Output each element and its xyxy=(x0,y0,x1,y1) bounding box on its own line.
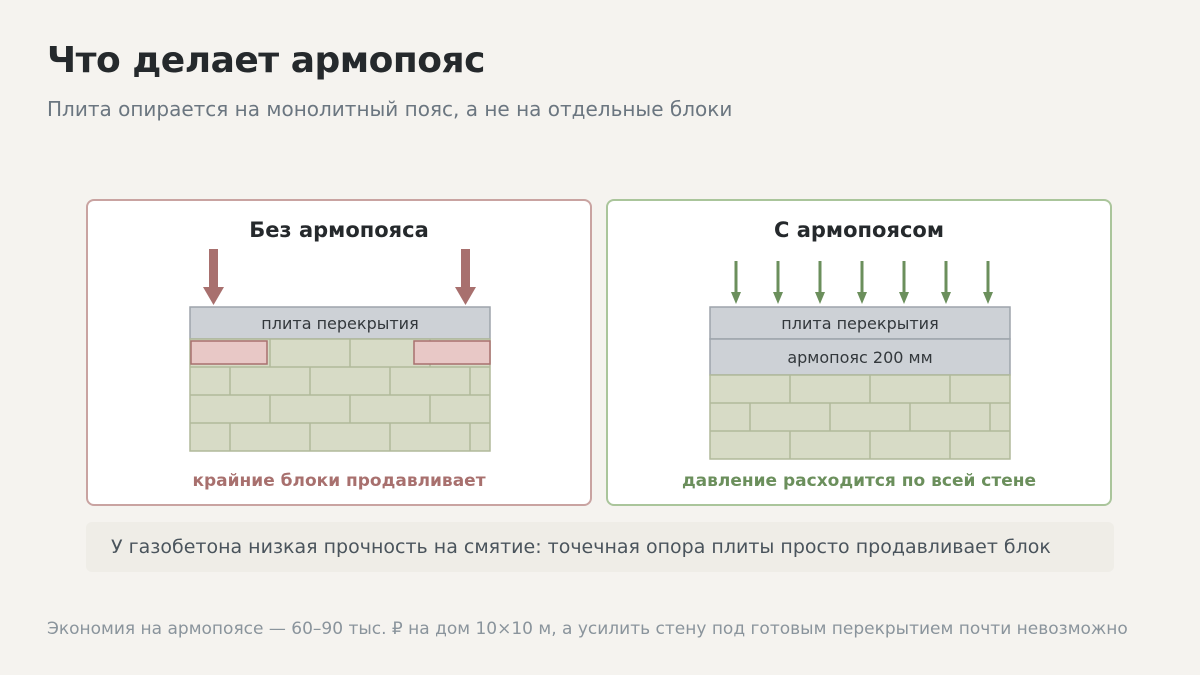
caption-without-belt: крайние блоки продавливает xyxy=(192,471,486,491)
crushed-block-left xyxy=(190,340,268,365)
slab-label: плита перекрытия xyxy=(781,314,938,333)
page-title: Что делает армопояс xyxy=(47,40,485,81)
caption-with-belt: давление расходится по всей стене xyxy=(681,471,1037,491)
panel-title-with-belt: С армопоясом xyxy=(774,218,944,242)
block-wall xyxy=(709,374,1011,460)
reinforcement-belt xyxy=(709,338,1011,376)
diagram-with-belt: плита перекрытия армопояс 200 мм xyxy=(709,261,1011,460)
info-note: У газобетона низкая прочность на смятие:… xyxy=(86,522,1114,572)
slab-label: плита перекрытия xyxy=(261,314,418,333)
load-arrow-left-icon xyxy=(203,249,224,305)
panel-without-belt: Без армопояса плита перекрытия xyxy=(86,199,592,506)
distributed-load-arrows-icon xyxy=(731,261,993,304)
block-wall xyxy=(189,338,491,452)
floor-slab xyxy=(189,306,491,340)
page-subtitle: Плита опирается на монолитный пояс, а не… xyxy=(47,97,733,121)
panel-with-belt: С армопоясом плита перекрытия армопояс 2… xyxy=(606,199,1112,506)
panel-title-without-belt: Без армопояса xyxy=(249,218,429,242)
diagram-without-belt: плита перекрытия xyxy=(189,249,491,452)
footer-text: Экономия на армопоясе — 60–90 тыс. ₽ на … xyxy=(47,619,1128,639)
load-arrow-right-icon xyxy=(455,249,476,305)
floor-slab xyxy=(709,306,1011,340)
belt-label: армопояс 200 мм xyxy=(787,348,932,367)
crushed-block-right xyxy=(413,340,491,365)
